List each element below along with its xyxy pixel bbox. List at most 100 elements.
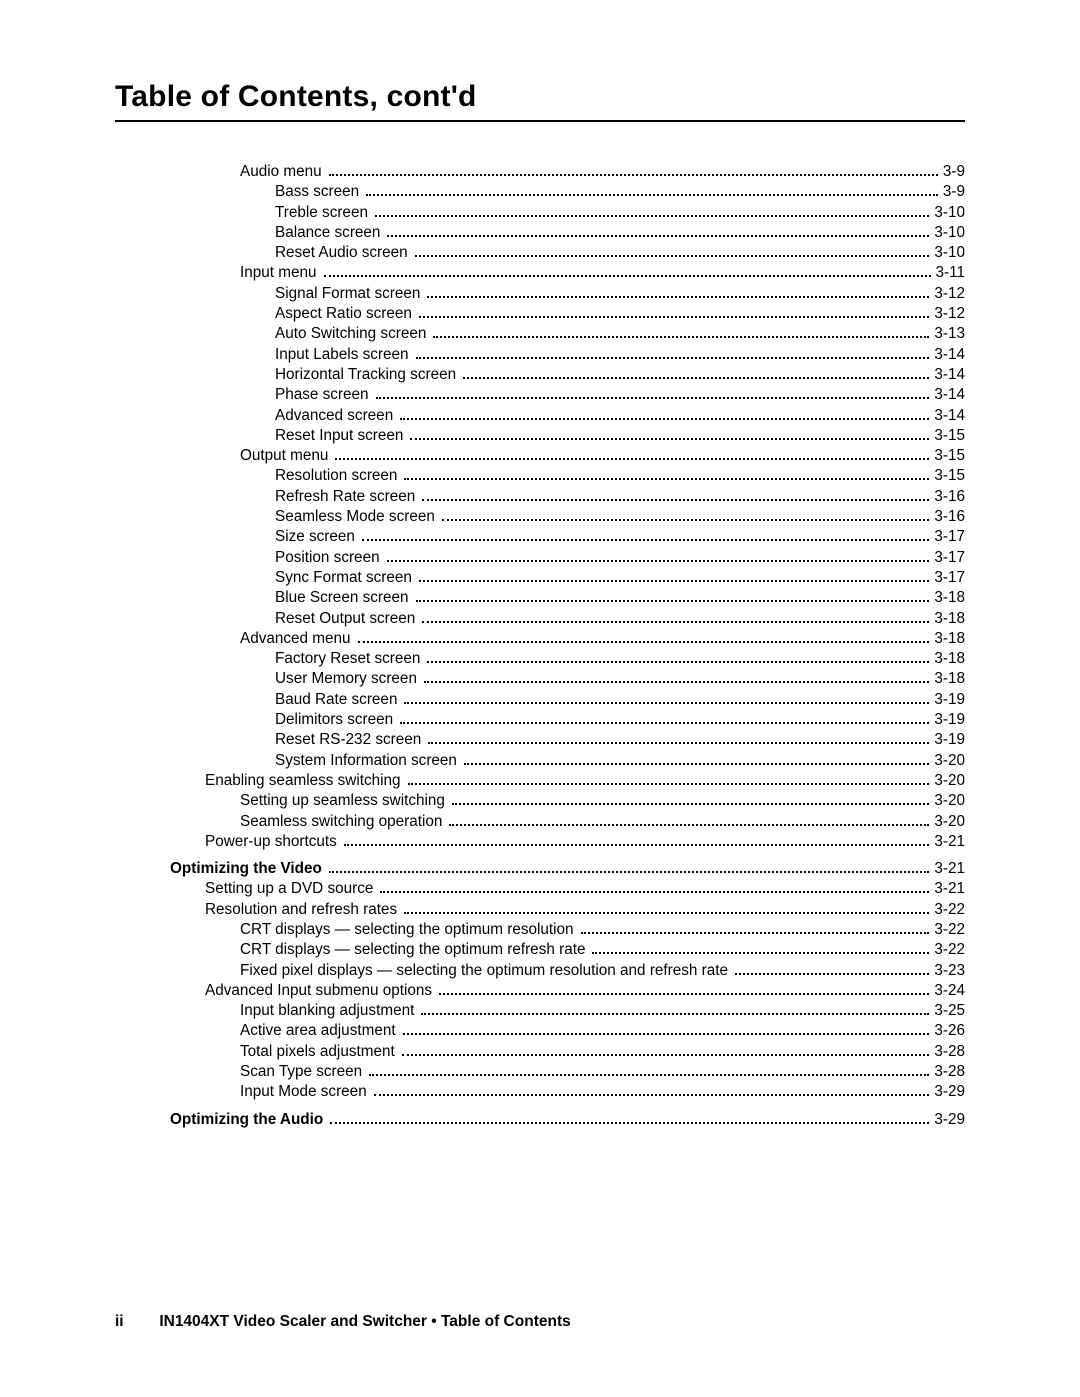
toc-entry-page: 3-28 bbox=[932, 1064, 965, 1079]
toc-leader bbox=[324, 268, 931, 278]
toc-leader bbox=[427, 653, 929, 663]
toc-entry-page: 3-18 bbox=[932, 651, 965, 666]
toc-entry: Seamless Mode screen3-16 bbox=[115, 509, 965, 524]
footer-page-number: ii bbox=[115, 1313, 155, 1331]
toc-entry-label: Input Mode screen bbox=[240, 1084, 371, 1099]
toc-entry-label: Power-up shortcuts bbox=[205, 834, 341, 849]
toc-entry: User Memory screen 3-18 bbox=[115, 671, 965, 686]
toc-entry: Advanced screen3-14 bbox=[115, 408, 965, 423]
toc-entry-page: 3-17 bbox=[932, 570, 965, 585]
toc-entry-label: Input menu bbox=[240, 265, 321, 280]
toc-entry-page: 3-10 bbox=[932, 245, 965, 260]
footer-text: IN1404XT Video Scaler and Switcher • Tab… bbox=[159, 1313, 570, 1330]
toc-leader bbox=[329, 863, 930, 873]
toc-entry-page: 3-12 bbox=[932, 286, 965, 301]
toc-entry: Advanced menu3-18 bbox=[115, 631, 965, 646]
toc-entry-label: Advanced Input submenu options bbox=[205, 983, 436, 998]
toc-entry-label: Sync Format screen bbox=[275, 570, 416, 585]
toc-entry-label: User Memory screen bbox=[275, 671, 421, 686]
toc-leader bbox=[581, 924, 930, 934]
toc-entry-label: Input Labels screen bbox=[275, 347, 413, 362]
toc-entry-label: Factory Reset screen bbox=[275, 651, 424, 666]
toc-entry: Aspect Ratio screen 3-12 bbox=[115, 306, 965, 321]
toc-leader bbox=[402, 1046, 930, 1056]
toc-entry-label: CRT displays — selecting the optimum res… bbox=[240, 922, 578, 937]
toc-entry: Reset Audio screen3-10 bbox=[115, 245, 965, 260]
toc-leader bbox=[366, 186, 938, 196]
toc-leader bbox=[400, 714, 929, 724]
toc-entry-label: Setting up seamless switching bbox=[240, 793, 449, 808]
toc-entry: Refresh Rate screen3-16 bbox=[115, 489, 965, 504]
toc-entry-page: 3-19 bbox=[932, 692, 965, 707]
toc-entry-label: Output menu bbox=[240, 448, 332, 463]
toc-leader bbox=[380, 883, 929, 893]
toc-entry-label: Input blanking adjustment bbox=[240, 1003, 418, 1018]
toc-leader bbox=[419, 572, 930, 582]
toc-entry-label: Resolution and refresh rates bbox=[205, 902, 401, 917]
toc-entry: Output menu 3-15 bbox=[115, 448, 965, 463]
toc-entry: Setting up seamless switching3-20 bbox=[115, 793, 965, 808]
toc-leader bbox=[387, 227, 929, 237]
toc-entry-label: Refresh Rate screen bbox=[275, 489, 419, 504]
toc-entry: Scan Type screen3-28 bbox=[115, 1064, 965, 1079]
toc-entry-page: 3-22 bbox=[932, 922, 965, 937]
toc-leader bbox=[422, 613, 929, 623]
toc-leader bbox=[410, 430, 929, 440]
toc-entry-label: Balance screen bbox=[275, 225, 384, 240]
toc-entry-label: Seamless Mode screen bbox=[275, 509, 439, 524]
toc-entry-label: Delimitors screen bbox=[275, 712, 397, 727]
toc-entry-page: 3-14 bbox=[932, 347, 965, 362]
toc-entry: Resolution and refresh rates 3-22 bbox=[115, 902, 965, 917]
toc-entry: Active area adjustment3-26 bbox=[115, 1023, 965, 1038]
toc-entry: Signal Format screen 3-12 bbox=[115, 286, 965, 301]
toc-entry-label: Aspect Ratio screen bbox=[275, 306, 416, 321]
toc-entry: CRT displays — selecting the optimum res… bbox=[115, 922, 965, 937]
toc-entry: Total pixels adjustment 3-28 bbox=[115, 1044, 965, 1059]
toc-entry: Setting up a DVD source3-21 bbox=[115, 881, 965, 896]
toc-leader bbox=[369, 1066, 929, 1076]
toc-entry-page: 3-15 bbox=[932, 468, 965, 483]
toc-entry-label: Reset Output screen bbox=[275, 611, 419, 626]
toc-entry-page: 3-21 bbox=[932, 881, 965, 896]
toc-entry-page: 3-20 bbox=[932, 814, 965, 829]
toc-entry-label: Reset Input screen bbox=[275, 428, 407, 443]
toc-leader bbox=[335, 450, 929, 460]
toc-entry-page: 3-21 bbox=[932, 861, 965, 876]
toc-leader bbox=[592, 944, 929, 954]
toc-entry: Input menu 3-11 bbox=[115, 265, 965, 280]
toc-leader bbox=[403, 1026, 930, 1036]
toc-entry-page: 3-29 bbox=[932, 1084, 965, 1099]
toc-entry-page: 3-18 bbox=[932, 590, 965, 605]
toc-leader bbox=[375, 207, 929, 217]
toc-entry-label: CRT displays — selecting the optimum ref… bbox=[240, 942, 589, 957]
toc-entry: Reset Input screen3-15 bbox=[115, 428, 965, 443]
toc-entry-page: 3-17 bbox=[932, 529, 965, 544]
toc-entry: Baud Rate screen3-19 bbox=[115, 692, 965, 707]
toc-entry-page: 3-12 bbox=[932, 306, 965, 321]
toc-leader bbox=[433, 328, 929, 338]
toc-entry-label: Optimizing the Video bbox=[170, 861, 326, 876]
toc-entry-page: 3-20 bbox=[932, 753, 965, 768]
toc-entry-label: Resolution screen bbox=[275, 468, 401, 483]
toc-leader bbox=[408, 775, 930, 785]
toc-entry-page: 3-23 bbox=[932, 963, 965, 978]
toc-entry-label: Total pixels adjustment bbox=[240, 1044, 399, 1059]
toc-entry: Resolution screen 3-15 bbox=[115, 468, 965, 483]
toc-entry-page: 3-15 bbox=[932, 448, 965, 463]
toc-leader bbox=[404, 471, 929, 481]
toc-entry-page: 3-18 bbox=[932, 671, 965, 686]
toc-entry-page: 3-14 bbox=[932, 387, 965, 402]
toc-entry-page: 3-19 bbox=[932, 712, 965, 727]
toc-entry-page: 3-13 bbox=[932, 326, 965, 341]
toc-leader bbox=[421, 1005, 929, 1015]
toc-entry-label: Signal Format screen bbox=[275, 286, 424, 301]
toc-entry: Auto Switching screen3-13 bbox=[115, 326, 965, 341]
toc-entry-label: Phase screen bbox=[275, 387, 373, 402]
toc-leader bbox=[374, 1086, 930, 1096]
toc-entry-page: 3-22 bbox=[932, 902, 965, 917]
toc-entry: Position screen3-17 bbox=[115, 550, 965, 565]
toc-entry-page: 3-28 bbox=[932, 1044, 965, 1059]
toc-entry-page: 3-11 bbox=[934, 265, 965, 280]
toc-entry-page: 3-14 bbox=[932, 367, 965, 382]
toc-leader bbox=[442, 511, 930, 521]
